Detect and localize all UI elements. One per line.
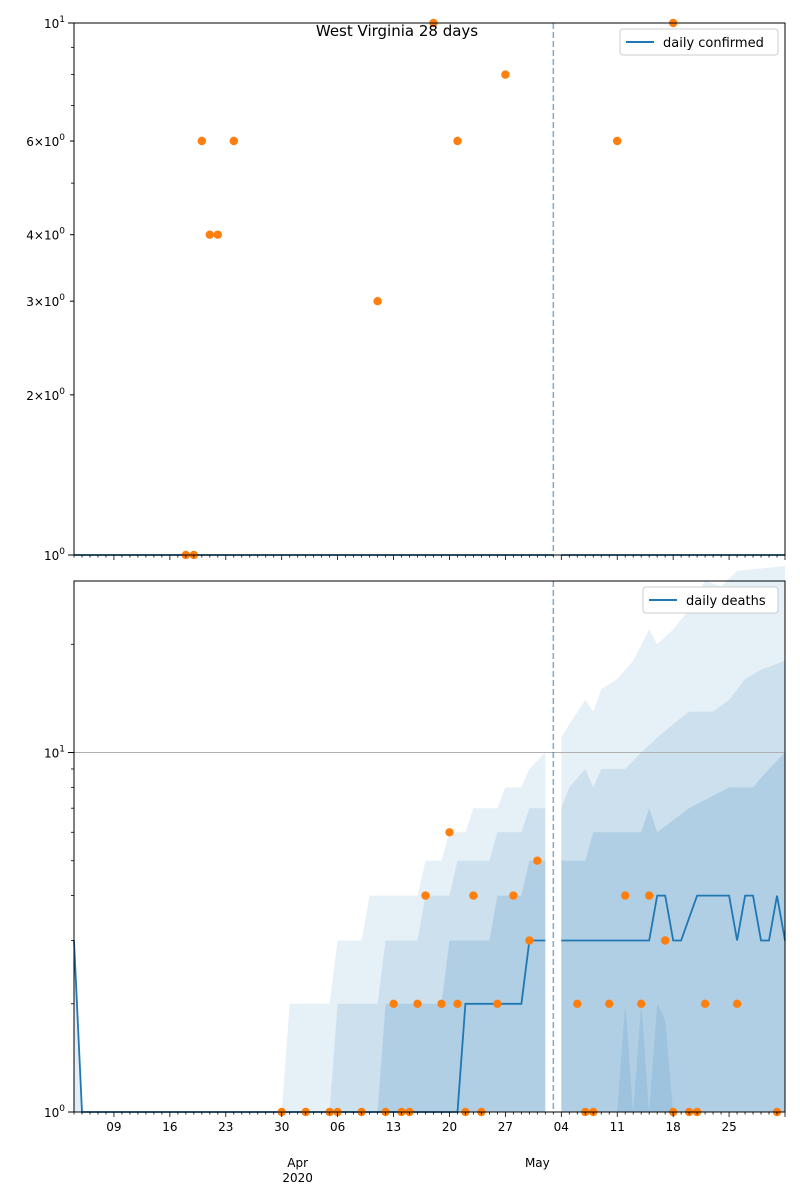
data-point — [493, 999, 502, 1008]
data-point — [413, 999, 422, 1008]
data-point — [509, 891, 518, 900]
data-point — [533, 856, 542, 865]
x-tick-label: 11 — [610, 1120, 625, 1134]
deaths-legend-label: daily deaths — [686, 594, 766, 609]
y-tick-label: 100 — [44, 1104, 65, 1120]
x-tick-label: 04 — [554, 1120, 569, 1134]
data-point — [197, 136, 206, 146]
confirmed-legend-label: daily confirmed — [663, 36, 764, 51]
month-label: May — [525, 1156, 550, 1170]
deaths-bands — [74, 566, 785, 1112]
data-point — [213, 230, 222, 239]
confirmed-legend: daily confirmed — [619, 28, 779, 56]
data-point — [605, 999, 614, 1008]
data-point — [437, 999, 446, 1008]
y-tick-label: 2×100 — [26, 387, 65, 403]
data-point — [732, 999, 742, 1008]
confirmed-points — [181, 18, 678, 560]
year-label: 2020 — [282, 1171, 313, 1185]
x-tick-label: 20 — [442, 1120, 457, 1134]
data-point — [525, 936, 534, 945]
y-tick-label: 6×100 — [26, 133, 65, 149]
prediction-band-1-1 — [561, 660, 785, 1112]
data-point — [445, 828, 454, 837]
deaths-axes-frame — [73, 580, 786, 1113]
series-line-segment — [561, 894, 786, 942]
data-point — [421, 891, 430, 900]
data-point — [645, 891, 654, 900]
data-point — [389, 999, 398, 1008]
data-point — [205, 230, 214, 239]
data-point — [700, 999, 710, 1008]
x-tick-label: 25 — [721, 1120, 736, 1134]
confirmed-axes-frame — [73, 22, 786, 556]
y-tick-label: 100 — [44, 547, 65, 563]
data-point — [469, 891, 478, 900]
confirmed-plot-area — [74, 23, 785, 555]
x-tick-label: 13 — [386, 1120, 401, 1134]
x-tick-label: 18 — [666, 1120, 681, 1134]
data-point — [229, 136, 238, 146]
deaths-legend: daily deaths — [642, 586, 779, 614]
data-point — [501, 70, 510, 79]
x-tick-label: 09 — [106, 1120, 121, 1134]
prediction-band-2-0 — [377, 860, 546, 1112]
x-tick-label: 27 — [498, 1120, 513, 1134]
confirmed-panel: 100 101 2×100 3×100 4×100 6×100 West Virginia… — [26, 15, 786, 563]
data-point — [613, 136, 622, 146]
prediction-band-2-1 — [561, 752, 785, 1112]
x-tick-label: 23 — [218, 1120, 233, 1134]
prediction-band-0-0 — [281, 752, 546, 1112]
data-point — [453, 999, 462, 1008]
x-tick-label: 06 — [330, 1120, 345, 1134]
data-point — [453, 136, 462, 146]
confirmed-y-axis: 100 101 2×100 3×100 4×100 6×100 — [26, 15, 74, 563]
month-label: Apr — [287, 1156, 308, 1170]
data-point — [637, 999, 646, 1008]
data-point — [621, 891, 630, 900]
confirmed-x-ticks — [73, 555, 786, 560]
deaths-legend-box — [642, 586, 779, 614]
x-tick-label: 30 — [274, 1120, 289, 1134]
prediction-band-3-1 — [617, 1003, 674, 1112]
data-point — [573, 999, 582, 1008]
x-tick-label: 16 — [162, 1120, 177, 1134]
data-point — [373, 297, 382, 306]
prediction-band-0-1 — [561, 566, 785, 1112]
figure-title: West Virginia 28 days — [316, 22, 478, 40]
deaths-y-axis: 100 101 — [44, 643, 74, 1120]
y-tick-label: 101 — [44, 745, 65, 761]
y-tick-label: 101 — [44, 15, 65, 31]
data-point — [661, 936, 670, 945]
deaths-plot-area — [74, 581, 785, 1112]
y-tick-label: 3×100 — [26, 293, 65, 309]
y-tick-label: 4×100 — [26, 227, 65, 243]
prediction-band-1-0 — [329, 808, 546, 1112]
confirmed-legend-box — [619, 28, 779, 56]
